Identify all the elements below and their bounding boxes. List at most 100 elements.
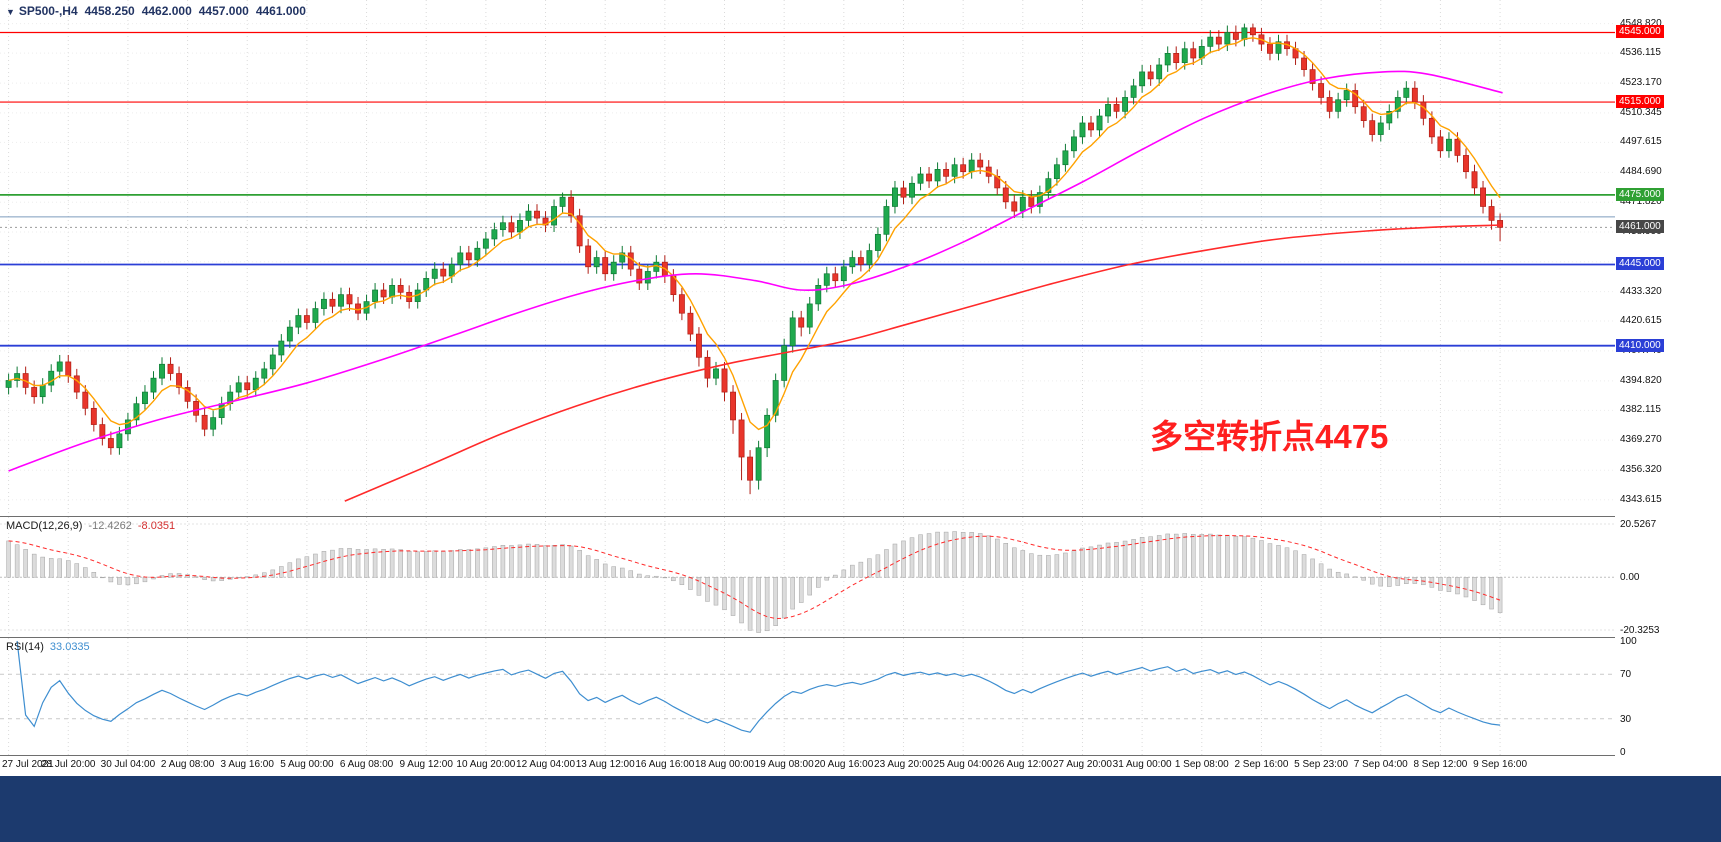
candle-body xyxy=(1011,201,1018,212)
candle-body xyxy=(1318,83,1325,98)
candle-body xyxy=(1471,171,1478,189)
macd-histogram-bar xyxy=(1378,577,1384,587)
macd-pane[interactable] xyxy=(0,517,1615,637)
candle-body xyxy=(1377,122,1384,135)
candle-body xyxy=(1275,41,1282,54)
candle-body xyxy=(1062,150,1069,166)
macd-histogram-bar xyxy=(193,576,199,578)
candle-body xyxy=(1369,120,1376,135)
macd-histogram-bar xyxy=(1259,540,1264,578)
macd-histogram-bar xyxy=(1276,545,1281,578)
candle-body xyxy=(90,407,97,425)
macd-histogram-bar xyxy=(100,576,105,579)
candle-body xyxy=(1147,71,1154,80)
macd-histogram-bar xyxy=(526,543,531,578)
symbol-dropdown-arrow[interactable]: ▼ xyxy=(6,7,15,17)
rsi-pane[interactable] xyxy=(0,638,1615,755)
candle-body xyxy=(474,247,481,261)
candle-body xyxy=(1130,85,1137,98)
candle-body xyxy=(1360,106,1367,121)
candle-body xyxy=(107,438,114,449)
pane-separator-rsi[interactable] xyxy=(0,637,1721,638)
macd-histogram-bar xyxy=(287,562,293,578)
macd-histogram-bar xyxy=(637,573,642,578)
macd-histogram-bar xyxy=(1216,534,1222,578)
macd-histogram-bar xyxy=(943,531,949,578)
candle-body xyxy=(909,182,915,198)
rsi-axis-label: 100 xyxy=(1620,636,1637,647)
rsi-indicator-label: RSI(14) 33.0335 xyxy=(6,641,90,653)
macd-histogram-bar xyxy=(577,549,582,578)
price-axis-label: 4356.320 xyxy=(1620,464,1662,476)
candle-body xyxy=(815,285,822,305)
time-axis[interactable]: 27 Jul 2021 28 Jul 20:00 30 Jul 04:00 2 Aug… xyxy=(0,756,1615,775)
macd-histogram-bar xyxy=(696,577,702,596)
candle-body xyxy=(764,414,771,449)
candle-body xyxy=(1480,187,1486,207)
macd-histogram-bar xyxy=(1446,577,1452,592)
candle-body xyxy=(261,368,268,379)
candle-body xyxy=(491,229,498,240)
macd-histogram-bar xyxy=(568,545,574,578)
candle-body xyxy=(1394,97,1401,112)
macd-histogram-bar xyxy=(543,545,548,578)
candle-body xyxy=(1411,87,1418,103)
time-axis-label: 3 Aug 16:00 xyxy=(220,759,274,770)
candle-body xyxy=(593,257,600,268)
macd-histogram-bar xyxy=(117,577,122,585)
candle-body xyxy=(823,273,830,286)
time-axis-label: 6 Aug 08:00 xyxy=(339,759,394,770)
candle-body xyxy=(1326,97,1333,112)
macd-histogram-bar xyxy=(66,560,71,578)
candle-body xyxy=(320,298,327,309)
candle-body xyxy=(48,370,55,386)
candle-body xyxy=(568,196,575,217)
candle-body xyxy=(184,387,191,402)
candle-body xyxy=(857,257,864,265)
macd-histogram-bar xyxy=(1199,534,1205,578)
candle-body xyxy=(883,206,890,235)
macd-histogram-bar xyxy=(270,569,276,578)
time-axis-label: 28 Jul 20:00 xyxy=(41,759,96,770)
price-axis-label: 4420.615 xyxy=(1620,315,1662,327)
macd-histogram-bar xyxy=(1404,577,1409,584)
macd-histogram-bar xyxy=(619,567,625,578)
macd-histogram-bar xyxy=(1191,533,1196,578)
candle-body xyxy=(465,252,472,261)
time-axis-label: 25 Aug 04:00 xyxy=(933,759,993,770)
macd-histogram-bar xyxy=(960,532,966,578)
macd-histogram-bar xyxy=(892,543,898,578)
time-axis-label: 9 Aug 12:00 xyxy=(399,759,453,770)
candle-body xyxy=(303,315,310,323)
time-axis-label: 12 Aug 04:00 xyxy=(516,759,576,770)
pane-separator-macd[interactable] xyxy=(0,516,1721,517)
candle-body xyxy=(926,173,933,182)
candle-body xyxy=(1028,196,1035,207)
price-level-badge: 4445.000 xyxy=(1616,257,1664,271)
candle-body xyxy=(31,387,38,398)
macd-histogram-bar xyxy=(40,556,45,578)
main-price-pane[interactable] xyxy=(0,0,1615,516)
price-axis[interactable]: 4548.820 4536.115 4523.170 4510.345 4497.615… xyxy=(1615,0,1721,758)
macd-histogram-bar xyxy=(594,559,599,578)
candle-body xyxy=(133,403,140,421)
macd-histogram-bar xyxy=(441,550,446,578)
candle-body xyxy=(892,187,898,207)
time-axis-label: 10 Aug 20:00 xyxy=(456,759,516,770)
candle-body xyxy=(1122,97,1129,112)
candle-body xyxy=(1309,69,1316,84)
candle-body xyxy=(960,164,967,173)
macd-histogram-bar xyxy=(1395,577,1401,586)
macd-histogram-bar xyxy=(756,577,761,633)
candle-body xyxy=(295,315,302,328)
macd-signal-value: -8.0351 xyxy=(137,520,176,532)
macd-histogram-bar xyxy=(355,549,361,578)
macd-histogram-bar xyxy=(1301,554,1307,578)
macd-histogram-bar xyxy=(705,577,710,602)
candle-body xyxy=(457,252,464,265)
candle-body xyxy=(269,354,276,370)
symbol-name: SP500-,H4 xyxy=(18,4,78,18)
candle-body xyxy=(56,361,63,372)
macd-histogram-bar xyxy=(475,548,480,578)
macd-histogram-bar xyxy=(321,551,327,578)
